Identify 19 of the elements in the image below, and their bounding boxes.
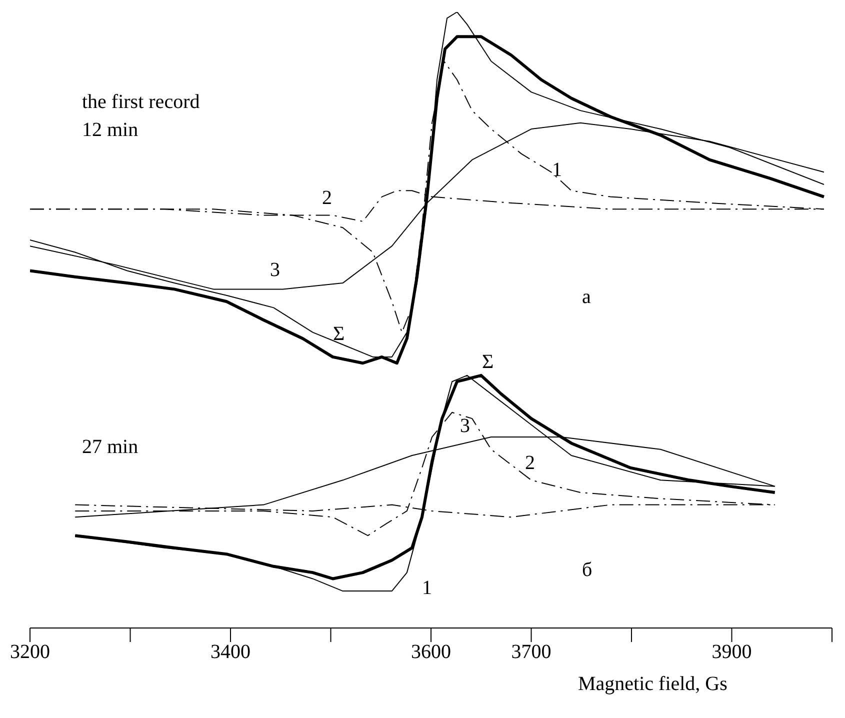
annotation: 1 <box>552 159 562 181</box>
x-tick-label: 3200 <box>10 641 50 664</box>
annotation: 12 min <box>82 119 138 141</box>
x-tick-label: 3600 <box>411 641 451 664</box>
x-tick-label: 3900 <box>712 641 752 664</box>
annotation: б <box>582 559 592 581</box>
annotation: 2 <box>322 187 332 209</box>
annotation: 3 <box>270 259 280 281</box>
annotation: 3 <box>460 415 470 437</box>
annotation: 1 <box>422 577 432 599</box>
annotation: 2 <box>525 452 535 474</box>
x-tick-label: 3400 <box>210 641 250 664</box>
annotation: а <box>582 286 591 308</box>
annotation: 27 min <box>82 436 138 458</box>
x-axis-title: Magnetic field, Gs <box>578 673 728 696</box>
annotation: Σ <box>482 351 494 373</box>
annotation: the first record <box>82 91 200 113</box>
x-tick-label: 3700 <box>511 641 552 664</box>
annotation: Σ <box>333 323 345 345</box>
